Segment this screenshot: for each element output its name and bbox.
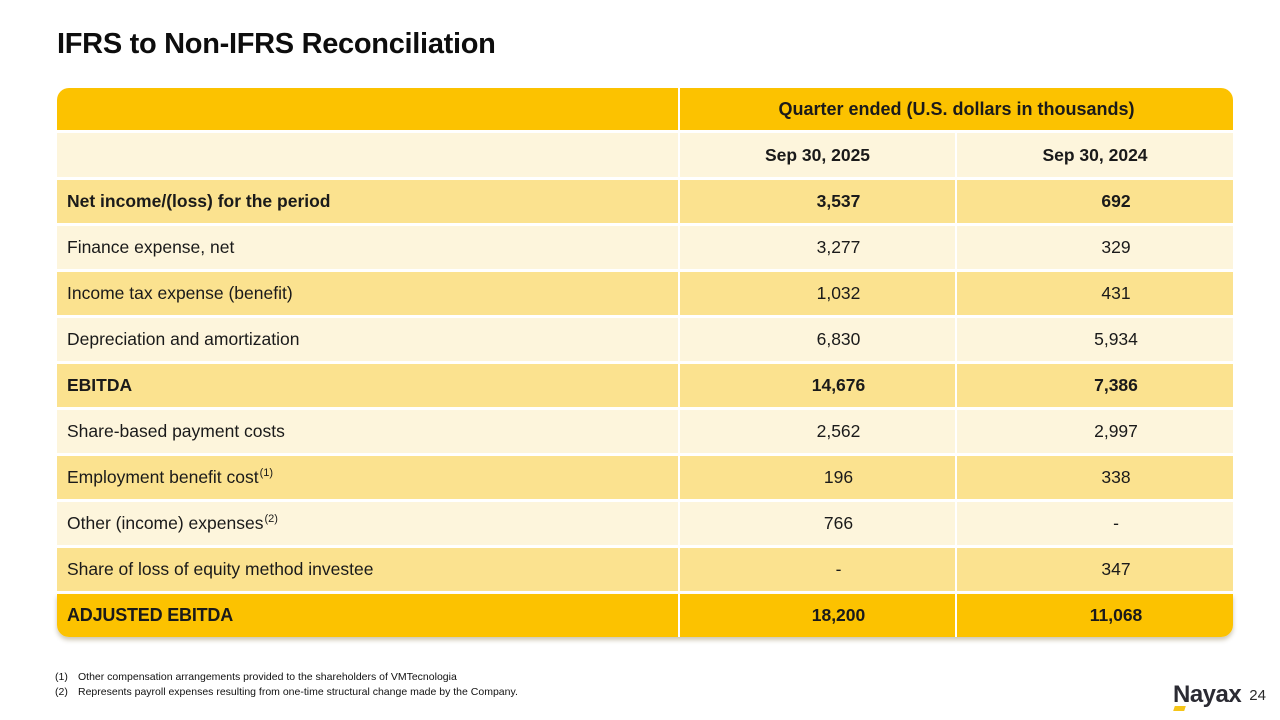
value-2025: 6,830 <box>680 318 955 361</box>
table-body: Net income/(loss) for the period 3,537 692… <box>57 180 1233 591</box>
footnote-2-text: Represents payroll expenses resulting fr… <box>78 686 518 698</box>
column-header-2025: Sep 30, 2025 <box>680 133 955 177</box>
total-value-2024: 11,068 <box>957 594 1233 637</box>
row-label: Income tax expense (benefit) <box>57 272 678 315</box>
footnote-2-marker: (2) <box>55 686 68 698</box>
table-row: EBITDA 14,676 7,386 <box>57 364 1233 407</box>
value-2024: 7,386 <box>957 364 1233 407</box>
header-spacer-cell <box>57 88 678 130</box>
footnotes: (1) Other compensation arrangements prov… <box>55 670 518 700</box>
row-label: Net income/(loss) for the period <box>57 180 678 223</box>
table-subheader-row: Sep 30, 2025 Sep 30, 2024 <box>57 133 1233 177</box>
value-2025: 2,562 <box>680 410 955 453</box>
value-2024: 5,934 <box>957 318 1233 361</box>
value-2024: 347 <box>957 548 1233 591</box>
value-2024: 431 <box>957 272 1233 315</box>
value-2024: - <box>957 502 1233 545</box>
page-title: IFRS to Non-IFRS Reconciliation <box>57 28 496 60</box>
table-row: Employment benefit cost (1) 196 338 <box>57 456 1233 499</box>
nayax-logo: Nayax <box>1173 681 1242 708</box>
row-label: Other (income) expenses (2) <box>57 502 678 545</box>
table-row: Net income/(loss) for the period 3,537 692 <box>57 180 1233 223</box>
row-label: Employment benefit cost (1) <box>57 456 678 499</box>
row-label: Share of loss of equity method investee <box>57 548 678 591</box>
footnote-1-text: Other compensation arrangements provided… <box>78 671 457 683</box>
value-2025: 3,537 <box>680 180 955 223</box>
value-2025: 196 <box>680 456 955 499</box>
subheader-spacer-cell <box>57 133 678 177</box>
table-total-row: ADJUSTED EBITDA 18,200 11,068 <box>57 594 1233 637</box>
value-2024: 2,997 <box>957 410 1233 453</box>
row-label: EBITDA <box>57 364 678 407</box>
value-2025: 14,676 <box>680 364 955 407</box>
table-row: Other (income) expenses (2) 766- <box>57 502 1233 545</box>
value-2024: 692 <box>957 180 1233 223</box>
table-row: Share-based payment costs 2,562 2,997 <box>57 410 1233 453</box>
footnote-1-marker: (1) <box>55 671 68 683</box>
total-row-label: ADJUSTED EBITDA <box>57 594 678 637</box>
footer: Nayax 24 <box>1173 681 1266 711</box>
table-row: Share of loss of equity method investee -… <box>57 548 1233 591</box>
table-header-row: Quarter ended (U.S. dollars in thousands… <box>57 88 1233 130</box>
row-label: Finance expense, net <box>57 226 678 269</box>
value-2025: 766 <box>680 502 955 545</box>
page-number: 24 <box>1249 686 1266 704</box>
row-label: Depreciation and amortization <box>57 318 678 361</box>
table-row: Finance expense, net 3,277 329 <box>57 226 1233 269</box>
total-value-2025: 18,200 <box>680 594 955 637</box>
table-row: Income tax expense (benefit) 1,032 431 <box>57 272 1233 315</box>
value-2025: 1,032 <box>680 272 955 315</box>
row-label: Share-based payment costs <box>57 410 678 453</box>
value-2025: 3,277 <box>680 226 955 269</box>
value-2024: 329 <box>957 226 1233 269</box>
value-2024: 338 <box>957 456 1233 499</box>
value-2025: - <box>680 548 955 591</box>
table-header-title: Quarter ended (U.S. dollars in thousands… <box>680 88 1233 130</box>
column-header-2024: Sep 30, 2024 <box>957 133 1233 177</box>
reconciliation-table: Quarter ended (U.S. dollars in thousands… <box>57 88 1233 637</box>
nayax-logo-accent-mark <box>1173 706 1186 711</box>
footnote-1: (1) Other compensation arrangements prov… <box>55 670 518 685</box>
table-row: Depreciation and amortization 6,830 5,934 <box>57 318 1233 361</box>
footnote-2: (2) Represents payroll expenses resultin… <box>55 685 518 700</box>
